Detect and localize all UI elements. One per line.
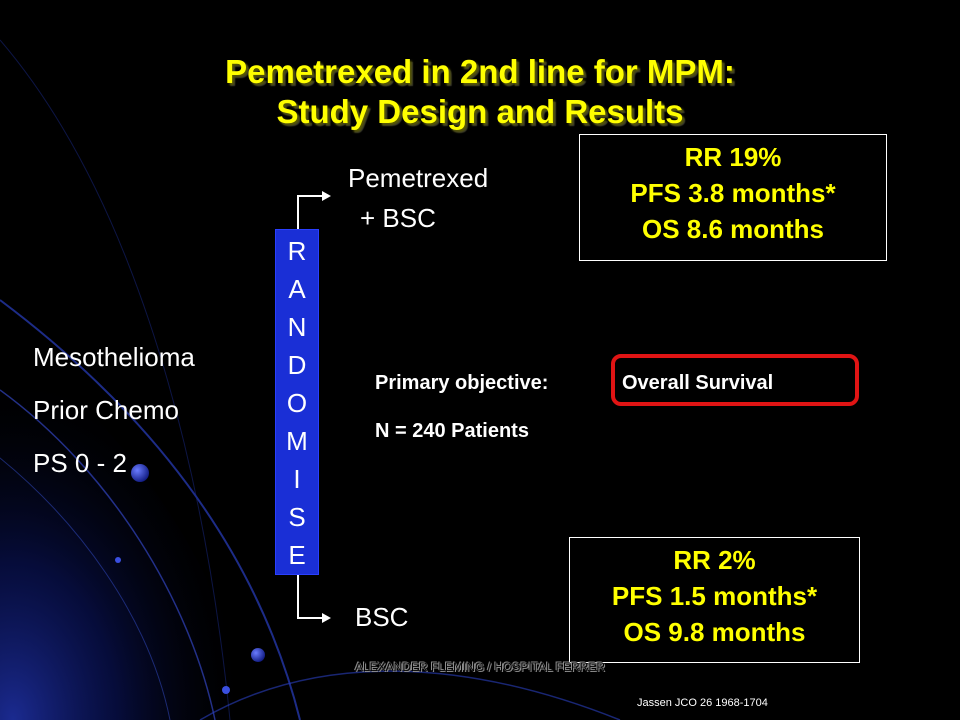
criteria-item: Prior Chemo bbox=[33, 395, 179, 425]
arrowhead-top bbox=[322, 191, 331, 201]
primary-objective-value: Overall Survival bbox=[622, 372, 774, 394]
footer-institution: ALEXANDER FLEMING / HOSPITAL FERRER bbox=[354, 660, 606, 674]
randomise-letter: E bbox=[288, 540, 306, 570]
criteria-item: PS 0 - 2 bbox=[33, 448, 127, 478]
result-pfs: PFS 1.5 months* bbox=[611, 581, 818, 611]
result-pfs: PFS 3.8 months* bbox=[630, 178, 836, 208]
title-line-1: Pemetrexed in 2nd line for MPM: bbox=[225, 53, 735, 90]
arm-pemetrexed-label-bsc: + BSC bbox=[360, 203, 436, 233]
results-bsc-box: RR 2% PFS 1.5 months* OS 9.8 months bbox=[569, 537, 860, 663]
result-os: OS 8.6 months bbox=[641, 214, 825, 244]
randomise-letter: S bbox=[288, 502, 306, 532]
arm-pemetrexed-label: Pemetrexed bbox=[348, 163, 489, 193]
arm-bsc-label: BSC bbox=[355, 602, 409, 632]
randomise-letter: M bbox=[286, 426, 308, 456]
randomise-letter: O bbox=[286, 388, 308, 418]
arrow-to-pemetrexed-arm bbox=[297, 195, 322, 229]
primary-objective-label: Primary objective: bbox=[375, 372, 549, 394]
randomise-letter: A bbox=[288, 274, 306, 304]
patient-count: N = 240 Patients bbox=[375, 420, 529, 442]
result-os: OS 9.8 months bbox=[623, 617, 806, 647]
citation: Jassen JCO 26 1968-1704 bbox=[637, 697, 768, 709]
randomise-letter: R bbox=[287, 236, 307, 266]
title-line-2: Study Design and Results bbox=[276, 93, 684, 130]
randomise-letter: D bbox=[287, 350, 307, 380]
randomise-letter: N bbox=[287, 312, 307, 342]
inclusion-criteria: Mesothelioma Prior Chemo PS 0 - 2 bbox=[33, 342, 195, 501]
result-rr: RR 19% bbox=[684, 142, 782, 172]
result-rr: RR 2% bbox=[673, 545, 756, 575]
highlight-outline bbox=[611, 354, 859, 406]
criteria-item: Mesothelioma bbox=[33, 342, 195, 372]
results-pemetrexed-box: RR 19% PFS 3.8 months* OS 8.6 months bbox=[579, 134, 887, 261]
slide-title: Pemetrexed in 2nd line for MPM: Study De… bbox=[0, 52, 960, 132]
arrow-to-bsc-arm bbox=[297, 575, 322, 619]
arrowhead-bottom bbox=[322, 613, 331, 623]
randomise-letter: I bbox=[293, 464, 301, 494]
randomise-box: R A N D O M I S E bbox=[275, 229, 319, 575]
